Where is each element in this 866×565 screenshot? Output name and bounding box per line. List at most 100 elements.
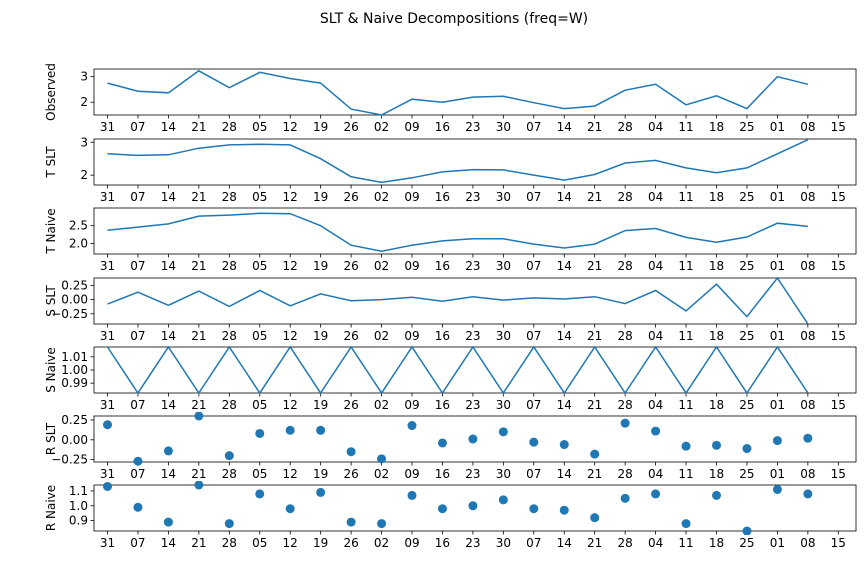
x-tick-label: 25	[739, 120, 754, 134]
x-tick-label: 26	[343, 259, 358, 273]
x-tick-label: 25	[739, 259, 754, 273]
x-tick-label: 04	[648, 329, 663, 343]
scatter-point	[651, 489, 661, 499]
x-tick-label: 04	[648, 398, 663, 412]
x-tick-label: 14	[557, 329, 572, 343]
scatter-point	[346, 517, 356, 527]
x-tick-label: 26	[343, 467, 358, 481]
scatter-point	[407, 421, 417, 431]
x-tick-label: 18	[709, 120, 724, 134]
scatter-point	[346, 447, 356, 457]
x-tick-label: 08	[800, 259, 815, 273]
x-tick-label: 07	[130, 190, 145, 204]
y-tick-label: 1.01	[61, 350, 88, 364]
x-tick-label: 11	[678, 398, 693, 412]
x-tick-label: 12	[283, 190, 298, 204]
x-tick-label: 05	[252, 398, 267, 412]
x-tick-label: 21	[587, 398, 602, 412]
scatter-point	[772, 436, 782, 446]
x-tick-label: 14	[161, 120, 176, 134]
x-tick-label: 28	[618, 329, 633, 343]
x-tick-label: 28	[222, 329, 237, 343]
x-tick-label: 28	[618, 190, 633, 204]
scatter-point	[803, 489, 813, 499]
scatter-point	[590, 449, 600, 459]
series-line	[107, 139, 809, 184]
x-tick-label: 15	[831, 259, 846, 273]
x-tick-label: 28	[618, 536, 633, 550]
x-tick-label: 21	[587, 190, 602, 204]
x-tick-label: 04	[648, 259, 663, 273]
x-tick-label: 11	[678, 329, 693, 343]
y-axis-label: Observed	[44, 63, 58, 121]
x-tick-label: 26	[343, 190, 358, 204]
x-tick-label: 18	[709, 536, 724, 550]
x-tick-label: 09	[404, 467, 419, 481]
x-tick-label: 14	[557, 259, 572, 273]
y-axis-label: T SLT	[44, 146, 58, 179]
x-tick-label: 04	[648, 536, 663, 550]
x-tick-label: 23	[465, 259, 480, 273]
x-tick-label: 19	[313, 259, 328, 273]
x-tick-label: 15	[831, 536, 846, 550]
subplot-6: 31 07 14 21 28 05 12 19 26 02 09 16 23 30 07 14 21 28 04 11…	[44, 412, 857, 481]
x-tick-label: 30	[496, 190, 511, 204]
scatter-point	[255, 489, 265, 499]
scatter-point	[590, 513, 600, 523]
x-tick-label: 05	[252, 536, 267, 550]
y-axis-label: R SLT	[44, 422, 58, 455]
scatter-point	[407, 490, 417, 500]
scatter-point	[437, 438, 447, 448]
x-tick-label: 30	[496, 467, 511, 481]
x-tick-label: 08	[800, 120, 815, 134]
x-tick-label: 26	[343, 120, 358, 134]
x-tick-label: 23	[465, 398, 480, 412]
y-tick-label: 0.00	[61, 293, 88, 307]
x-tick-label: 12	[283, 120, 298, 134]
x-tick-label: 28	[618, 467, 633, 481]
subplot-2: 31 07 14 21 28 05 12 19 26 02 09 16 23 30 07 14 21 28 04 11…	[44, 135, 857, 204]
y-axis-label: R Naive	[44, 485, 58, 531]
axes-frame	[93, 277, 857, 325]
scatter-point	[498, 427, 508, 437]
y-tick-label: 2.0	[69, 236, 88, 250]
scatter-point	[377, 519, 387, 529]
axes-frame	[93, 207, 857, 255]
y-tick-label: 2	[80, 95, 88, 109]
x-tick-label: 16	[435, 467, 450, 481]
x-tick-label: 02	[374, 190, 389, 204]
x-tick-label: 14	[161, 259, 176, 273]
x-tick-label: 21	[191, 467, 206, 481]
x-tick-label: 14	[557, 467, 572, 481]
x-tick-label: 23	[465, 120, 480, 134]
x-tick-label: 30	[496, 329, 511, 343]
y-tick-label: 1.0	[69, 499, 88, 513]
scatter-point	[468, 501, 478, 511]
scatter-point	[559, 440, 569, 450]
x-tick-label: 04	[648, 467, 663, 481]
scatter-point	[285, 504, 295, 514]
x-tick-label: 31	[100, 467, 115, 481]
scatter-point	[529, 437, 539, 447]
x-tick-label: 16	[435, 398, 450, 412]
x-tick-label: 14	[557, 120, 572, 134]
x-tick-label: 11	[678, 190, 693, 204]
scatter-point	[377, 454, 387, 464]
x-tick-label: 19	[313, 467, 328, 481]
x-tick-label: 12	[283, 398, 298, 412]
x-tick-label: 30	[496, 120, 511, 134]
x-tick-label: 28	[618, 259, 633, 273]
x-tick-label: 02	[374, 329, 389, 343]
scatter-point	[194, 412, 204, 421]
scatter-point	[529, 504, 539, 514]
x-tick-label: 23	[465, 467, 480, 481]
x-tick-label: 08	[800, 329, 815, 343]
x-tick-label: 21	[191, 120, 206, 134]
x-tick-label: 28	[222, 120, 237, 134]
x-tick-label: 07	[526, 190, 541, 204]
x-tick-label: 07	[130, 536, 145, 550]
axes-frame	[93, 138, 857, 186]
x-tick-label: 01	[770, 190, 785, 204]
scatter-point	[133, 502, 143, 512]
